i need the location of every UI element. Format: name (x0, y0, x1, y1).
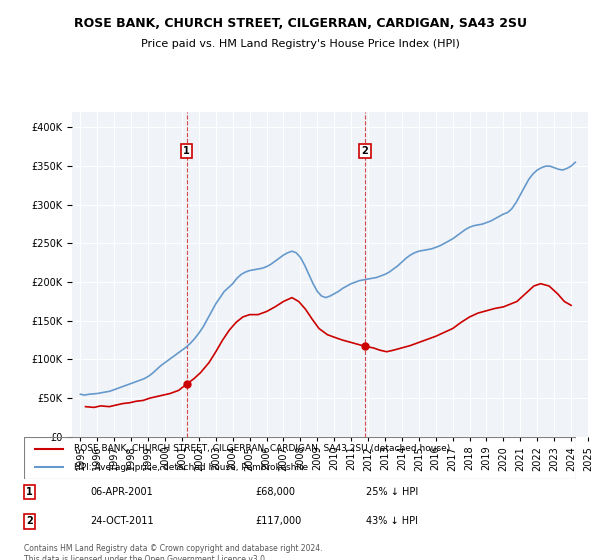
Text: £117,000: £117,000 (256, 516, 302, 526)
Text: Contains HM Land Registry data © Crown copyright and database right 2024.
This d: Contains HM Land Registry data © Crown c… (24, 544, 323, 560)
Text: 2: 2 (26, 516, 33, 526)
Text: 43% ↓ HPI: 43% ↓ HPI (366, 516, 418, 526)
Text: HPI: Average price, detached house, Pembrokeshire: HPI: Average price, detached house, Pemb… (74, 463, 308, 472)
Text: £68,000: £68,000 (256, 487, 296, 497)
Text: 2: 2 (362, 146, 368, 156)
Text: 24-OCT-2011: 24-OCT-2011 (90, 516, 154, 526)
Text: 1: 1 (26, 487, 33, 497)
Text: 06-APR-2001: 06-APR-2001 (90, 487, 153, 497)
Text: 25% ↓ HPI: 25% ↓ HPI (366, 487, 418, 497)
Text: ROSE BANK, CHURCH STREET, CILGERRAN, CARDIGAN, SA43 2SU: ROSE BANK, CHURCH STREET, CILGERRAN, CAR… (74, 17, 527, 30)
Text: Price paid vs. HM Land Registry's House Price Index (HPI): Price paid vs. HM Land Registry's House … (140, 39, 460, 49)
Text: ROSE BANK, CHURCH STREET, CILGERRAN, CARDIGAN, SA43 2SU (detached house): ROSE BANK, CHURCH STREET, CILGERRAN, CAR… (74, 444, 450, 453)
Text: 1: 1 (183, 146, 190, 156)
